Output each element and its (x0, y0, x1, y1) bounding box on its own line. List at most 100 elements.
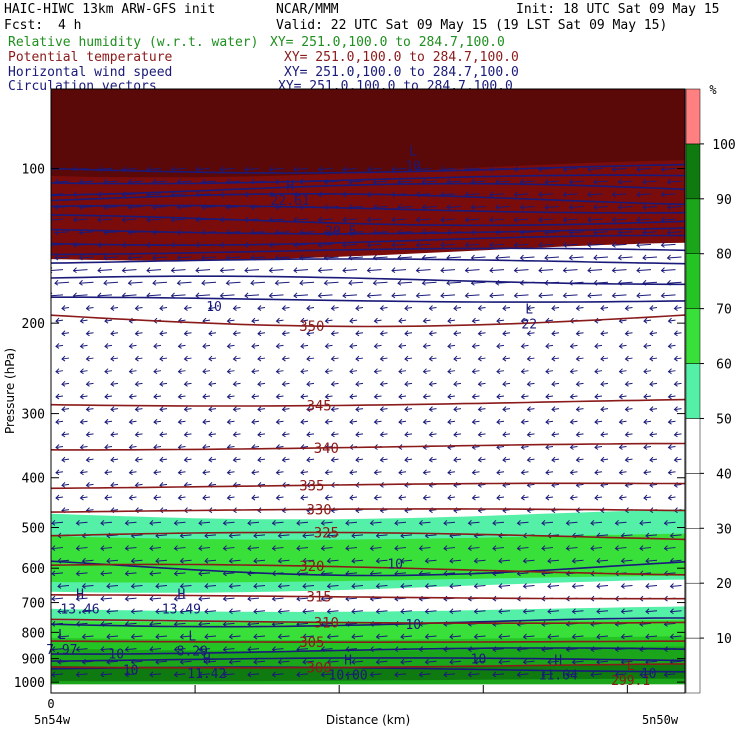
vector-arrow-head (257, 456, 262, 463)
vector-arrow-head (663, 545, 668, 551)
vector-arrow (670, 584, 682, 587)
extremum-value: 299.1 (611, 674, 650, 689)
vector-arrow (104, 395, 113, 398)
vector-arrow (590, 547, 603, 550)
vector-arrow (502, 307, 511, 310)
vector-arrow-head (244, 166, 249, 172)
vector-arrow-head (268, 166, 273, 172)
vector-arrow-head (373, 368, 378, 375)
vector-arrow-head (600, 305, 605, 311)
vector-arrow-head (620, 583, 625, 589)
vector-arrow-head (643, 469, 648, 476)
vector-arrow-head (590, 519, 595, 526)
vector-arrow-head (502, 406, 507, 413)
vector-arrow (348, 205, 364, 208)
wind-contour-line (51, 657, 685, 662)
vector-arrow-head (464, 242, 469, 248)
vector-arrow (489, 193, 505, 196)
vector-arrow (327, 534, 339, 537)
wind-contour-line (51, 193, 685, 206)
vector-arrow-head (226, 343, 231, 349)
vector-arrow (443, 673, 456, 676)
vector-arrow (195, 294, 211, 297)
vector-arrow-head (198, 621, 203, 627)
vector-arrow (349, 395, 358, 398)
vector-arrow-head (669, 532, 674, 539)
vector-arrow (645, 584, 658, 587)
vector-arrow (76, 648, 88, 651)
vector-arrow-head (271, 545, 276, 551)
vector-arrow-head (348, 279, 353, 286)
vector-arrow (86, 332, 94, 335)
vector-arrow (159, 332, 168, 335)
vector-arrow-head (498, 583, 503, 589)
vector-arrow-head (281, 431, 286, 438)
vector-arrow-head (600, 406, 605, 413)
vector-arrow (202, 370, 211, 373)
vector-arrow-head (55, 494, 60, 501)
vector-arrow (636, 243, 652, 246)
vector-arrow (545, 471, 554, 474)
vector-arrow (244, 269, 260, 272)
vector-arrow (517, 521, 529, 524)
vector-arrow-head (667, 393, 672, 400)
vector-arrow (97, 218, 113, 221)
vector-arrow-head (643, 343, 648, 349)
vector-arrow-head (660, 242, 665, 248)
vector-arrow-head (104, 343, 109, 349)
vector-arrow-head (306, 380, 311, 387)
vector-arrow-head (575, 355, 580, 362)
vector-arrow-head (673, 456, 678, 463)
vector-arrow (517, 648, 529, 651)
vector-arrow-head (666, 204, 671, 210)
vector-arrow-head (400, 557, 405, 564)
vector-arrow (55, 496, 64, 499)
vector-arrow-head (219, 216, 224, 223)
vector-arrow-head (372, 279, 377, 286)
colorbar-segment (685, 418, 701, 474)
vector-arrow (331, 357, 339, 360)
vector-arrow (293, 269, 309, 272)
vector-arrow-head (306, 456, 311, 463)
vector-arrow-head (538, 191, 543, 198)
vector-arrow-head (404, 406, 409, 413)
vector-arrow (269, 168, 284, 171)
vector-arrow-head (198, 545, 203, 551)
vector-arrow (649, 332, 658, 335)
vector-arrow (51, 547, 64, 550)
vector-arrow-head (446, 204, 451, 210)
vector-arrow (521, 471, 529, 474)
vector-arrow-head (121, 216, 126, 223)
vector-arrow (443, 521, 456, 524)
vector-arrow (465, 193, 480, 196)
vector-arrow-head (155, 557, 160, 564)
vector-arrow (251, 344, 260, 347)
vector-arrow (106, 610, 119, 613)
vector-arrow (538, 294, 554, 297)
vector-arrow-head (345, 519, 350, 526)
vector-arrow (178, 344, 186, 347)
vector-arrow (79, 231, 94, 234)
vector-arrow (449, 610, 462, 613)
vector-arrow (449, 584, 462, 587)
vector-arrow (355, 357, 364, 360)
vector-arrow-head (208, 380, 213, 387)
vector-arrow (636, 168, 652, 171)
vector-arrow (374, 344, 382, 347)
vector-arrow (331, 408, 339, 411)
vector-arrow (440, 243, 456, 246)
vector-arrow-head (660, 191, 665, 198)
vector-arrow (474, 660, 486, 663)
vector-arrow (159, 408, 168, 411)
vector-arrow-head (251, 317, 256, 324)
vector-arrow (51, 648, 64, 651)
vector-arrow-head (124, 671, 129, 678)
vector-arrow-head (257, 380, 262, 387)
vector-arrow-head (569, 494, 574, 501)
vector-arrow (257, 408, 266, 411)
vector-arrow-head (391, 166, 396, 172)
vector-arrow (202, 445, 211, 448)
vector-arrow-head (594, 343, 599, 349)
colorbar-segment (685, 253, 701, 309)
vector-arrow (570, 471, 578, 474)
